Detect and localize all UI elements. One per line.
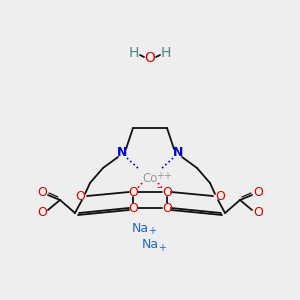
Text: N: N [117, 146, 127, 160]
Text: O: O [128, 202, 138, 214]
Text: +: + [148, 226, 156, 236]
Text: O: O [75, 190, 85, 202]
Text: O: O [37, 206, 47, 220]
Text: -: - [156, 182, 160, 192]
Text: O: O [253, 185, 263, 199]
Text: ++: ++ [156, 171, 172, 181]
Text: Na: Na [131, 221, 148, 235]
Text: +: + [158, 243, 166, 253]
Text: O: O [162, 185, 172, 199]
Text: O: O [145, 51, 155, 65]
Text: H: H [129, 46, 139, 60]
Text: O: O [128, 185, 138, 199]
Text: Co: Co [142, 172, 158, 184]
Text: N: N [173, 146, 183, 160]
Text: O: O [215, 190, 225, 202]
Text: H: H [161, 46, 171, 60]
Text: O: O [162, 202, 172, 214]
Text: O: O [253, 206, 263, 220]
Text: O: O [37, 185, 47, 199]
Text: Na: Na [141, 238, 159, 251]
